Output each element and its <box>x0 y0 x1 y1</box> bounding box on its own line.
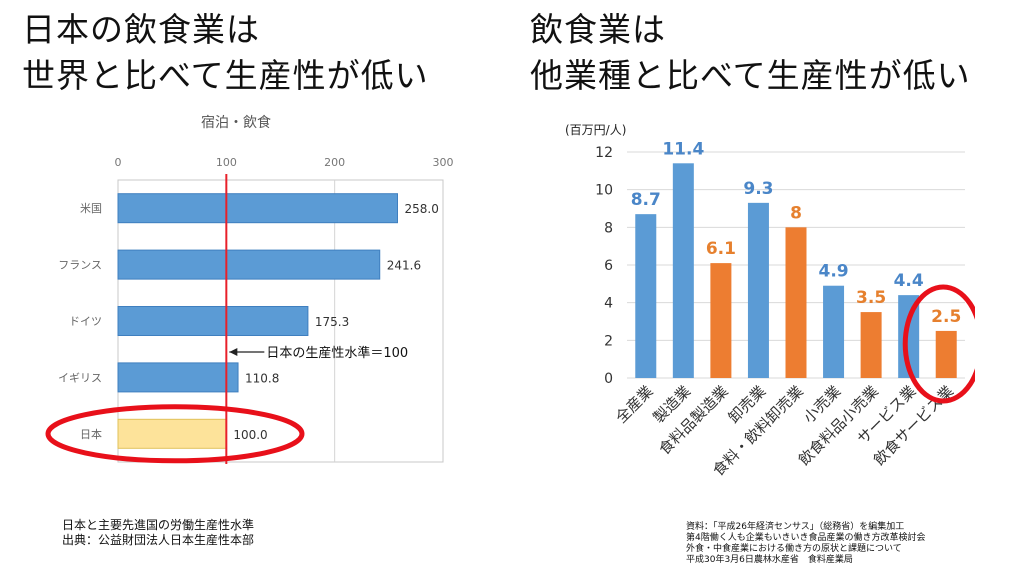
category-label: フランス <box>58 259 102 272</box>
bar <box>710 263 732 378</box>
country-bar-chart: 宿泊・飲食 0 100 200 300 米国 258.0 フランス 241.6 ドイツ 175.3 イ… <box>45 114 454 464</box>
value-label: 9.3 <box>743 179 773 199</box>
left-headline-line2: 世界と比べて生産性が低い <box>22 56 429 95</box>
y-tick-label: 12 <box>595 145 613 161</box>
value-label: 241.6 <box>387 259 421 273</box>
bar <box>117 418 227 449</box>
category-label: ドイツ <box>69 315 102 328</box>
value-label: 4.4 <box>894 271 924 291</box>
industry-bar-chart: (百万円/人)0246810128.7全産業11.4製造業6.1食料品製造業9.… <box>565 123 984 480</box>
left-note-line2: 出典：公益財団法人日本生産性本部 <box>62 533 255 547</box>
right-note-line4: 平成30年3月6日農林水産省 食料産業局 <box>686 555 853 565</box>
right-note-line3: 外食・中食産業における働き方の原状と課題について <box>686 544 902 554</box>
value-label: 3.5 <box>856 288 886 308</box>
category-label: 全産業 <box>612 382 657 427</box>
bar <box>117 306 309 336</box>
left-note-line1: 日本と主要先進国の労働生産性水準 <box>62 518 255 532</box>
chart-title: 宿泊・飲食 <box>201 114 271 131</box>
y-tick-label: 2 <box>604 333 613 349</box>
x-tick-label: 0 <box>115 156 122 169</box>
bar <box>747 202 769 378</box>
bar <box>935 330 957 378</box>
y-tick-label: 4 <box>604 296 613 312</box>
productivity-comparison-chart: 宿泊・飲食 0 100 200 300 米国 258.0 フランス 241.6 ドイツ 175.3 イ… <box>40 105 460 495</box>
bar <box>117 249 381 280</box>
value-label: 8 <box>790 203 802 223</box>
bar <box>117 362 239 393</box>
category-label: 米国 <box>80 202 102 215</box>
x-tick-label: 300 <box>433 156 454 169</box>
bar <box>672 163 694 378</box>
reference-label: 日本の生産性水準＝100 <box>266 345 408 361</box>
y-tick-label: 6 <box>604 258 613 274</box>
value-label: 110.8 <box>245 371 279 385</box>
reference-arrowhead <box>229 348 238 356</box>
value-label: 2.5 <box>931 307 961 327</box>
right-headline-line2: 他業種と比べて生産性が低い <box>530 56 971 95</box>
y-tick-label: 0 <box>604 371 613 387</box>
bar <box>785 227 807 378</box>
value-label: 175.3 <box>315 315 349 329</box>
right-headline-line1: 飲食業は <box>530 10 666 49</box>
left-headline: 日本の飲食業は 世界と比べて生産性が低い <box>22 8 429 100</box>
y-axis-label: (百万円/人) <box>565 123 626 137</box>
bar <box>898 295 920 378</box>
industry-productivity-chart: (百万円/人) 0 2 4 6 8 10 12 8.7 全産業 11.4 製造業 6.1 食料品製造業 9.… <box>555 112 984 552</box>
x-tick-label: 200 <box>324 156 345 169</box>
value-label: 6.1 <box>706 239 736 259</box>
japan-highlight-ellipse <box>45 404 305 464</box>
right-note-line2: 第4階働く人も企業もいきいき食品産業の働き方改革検討会 <box>686 533 926 543</box>
value-label: 11.4 <box>662 139 704 159</box>
bar <box>860 312 882 378</box>
left-headline-line1: 日本の飲食業は <box>22 10 260 49</box>
category-label: 日本 <box>80 427 102 441</box>
y-tick-label: 10 <box>595 183 613 199</box>
category-label: イギリス <box>58 371 102 384</box>
value-label: 8.7 <box>631 190 661 210</box>
left-source-note: 日本と主要先進国の労働生産性水準 出典：公益財団法人日本生産性本部 <box>62 518 254 548</box>
value-label: 258.0 <box>405 202 439 216</box>
value-label: 100.0 <box>233 428 267 442</box>
right-source-note: 資料：「平成26年経済センサス」（総務省）を編集加工 第4階働く人も企業もいきい… <box>686 522 926 566</box>
bar <box>823 285 845 378</box>
x-tick-label: 100 <box>216 156 237 169</box>
value-label: 4.9 <box>818 262 848 282</box>
bar <box>117 193 398 224</box>
right-headline: 飲食業は 他業種と比べて生産性が低い <box>530 8 971 100</box>
y-tick-label: 8 <box>604 220 613 236</box>
bar <box>635 214 657 378</box>
right-note-line1: 資料：「平成26年経済センサス」（総務省）を編集加工 <box>686 522 905 532</box>
